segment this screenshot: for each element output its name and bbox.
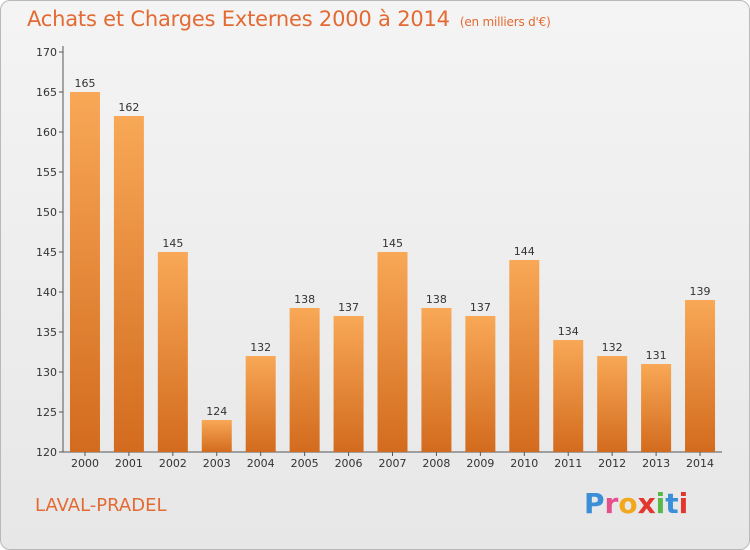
x-tick-label-2005: 2005 — [291, 457, 319, 470]
x-tick-label-2014: 2014 — [686, 457, 714, 470]
chart-title: Achats et Charges Externes 2000 à 2014 (e… — [27, 7, 551, 31]
x-tick-label-2008: 2008 — [422, 457, 450, 470]
logo-letter: o — [618, 487, 638, 520]
bar-2002 — [157, 252, 188, 452]
bar-2003 — [201, 420, 232, 452]
value-label-2006: 137 — [338, 301, 359, 314]
y-tick-label: 130 — [36, 366, 57, 379]
logo-letter: x — [637, 487, 656, 520]
x-tick-label-2004: 2004 — [247, 457, 275, 470]
y-tick-label: 160 — [36, 126, 57, 139]
x-tick-label-2003: 2003 — [203, 457, 231, 470]
value-label-2004: 132 — [250, 341, 271, 354]
x-tick-label-2002: 2002 — [159, 457, 187, 470]
value-label-2007: 145 — [382, 237, 403, 250]
y-tick-label: 170 — [36, 46, 57, 59]
y-tick-label: 120 — [36, 446, 57, 459]
bar-2009 — [465, 316, 496, 452]
x-tick-label-2011: 2011 — [554, 457, 582, 470]
chart-subtitle: (en milliers d'€) — [459, 15, 551, 29]
value-label-2008: 138 — [426, 293, 447, 306]
chart-axes: 120 125 130 135 140 145 150 155 160 165 170 2000 200… — [36, 46, 722, 470]
logo-letter: r — [604, 487, 619, 520]
bar-2011 — [553, 340, 584, 452]
value-label-2013: 131 — [646, 349, 667, 362]
chart-value-labels: 165 162 145 124 132 138 137 145 138 137 144 134 132 1… — [74, 77, 710, 418]
bar-2008 — [421, 308, 452, 452]
logo-letter: t — [665, 487, 679, 520]
value-label-2005: 138 — [294, 293, 315, 306]
x-tick-label-2013: 2013 — [642, 457, 670, 470]
value-label-2000: 165 — [74, 77, 95, 90]
bar-2012 — [597, 356, 628, 452]
x-tick-label-2001: 2001 — [115, 457, 143, 470]
y-tick-label: 145 — [36, 246, 57, 259]
y-tick-label: 165 — [36, 86, 57, 99]
x-tick-label-2009: 2009 — [466, 457, 494, 470]
value-label-2011: 134 — [558, 325, 579, 338]
logo-letter: P — [584, 487, 605, 520]
value-label-2012: 132 — [602, 341, 623, 354]
bar-2005 — [289, 308, 320, 452]
value-label-2001: 162 — [118, 101, 139, 114]
bar-2007 — [377, 252, 408, 452]
x-tick-label-2006: 2006 — [335, 457, 363, 470]
bar-2006 — [333, 316, 364, 452]
y-tick-label: 125 — [36, 406, 57, 419]
chart-bars — [69, 92, 716, 452]
value-label-2003: 124 — [206, 405, 227, 418]
y-tick-label: 150 — [36, 206, 57, 219]
x-tick-label-2010: 2010 — [510, 457, 538, 470]
bar-2001 — [113, 116, 144, 452]
value-label-2014: 139 — [690, 285, 711, 298]
value-label-2010: 144 — [514, 245, 535, 258]
bar-2004 — [245, 356, 276, 452]
x-tick-label-2012: 2012 — [598, 457, 626, 470]
bar-2013 — [641, 364, 672, 452]
y-tick-label: 135 — [36, 326, 57, 339]
x-tick-label-2007: 2007 — [379, 457, 407, 470]
value-label-2002: 145 — [162, 237, 183, 250]
y-tick-label: 155 — [36, 166, 57, 179]
x-tick-label-2000: 2000 — [71, 457, 99, 470]
bar-2000 — [69, 92, 100, 452]
y-tick-label: 140 — [36, 286, 57, 299]
logo-letter: i — [678, 487, 689, 520]
bar-2014 — [685, 300, 716, 452]
town-name: LAVAL-PRADEL — [35, 495, 167, 516]
logo-letter: i — [655, 487, 666, 520]
bar-2010 — [509, 260, 540, 452]
value-label-2009: 137 — [470, 301, 491, 314]
proxiti-logo: Proxiti — [584, 487, 688, 520]
chart-title-text: Achats et Charges Externes 2000 à 2014 — [27, 7, 450, 31]
